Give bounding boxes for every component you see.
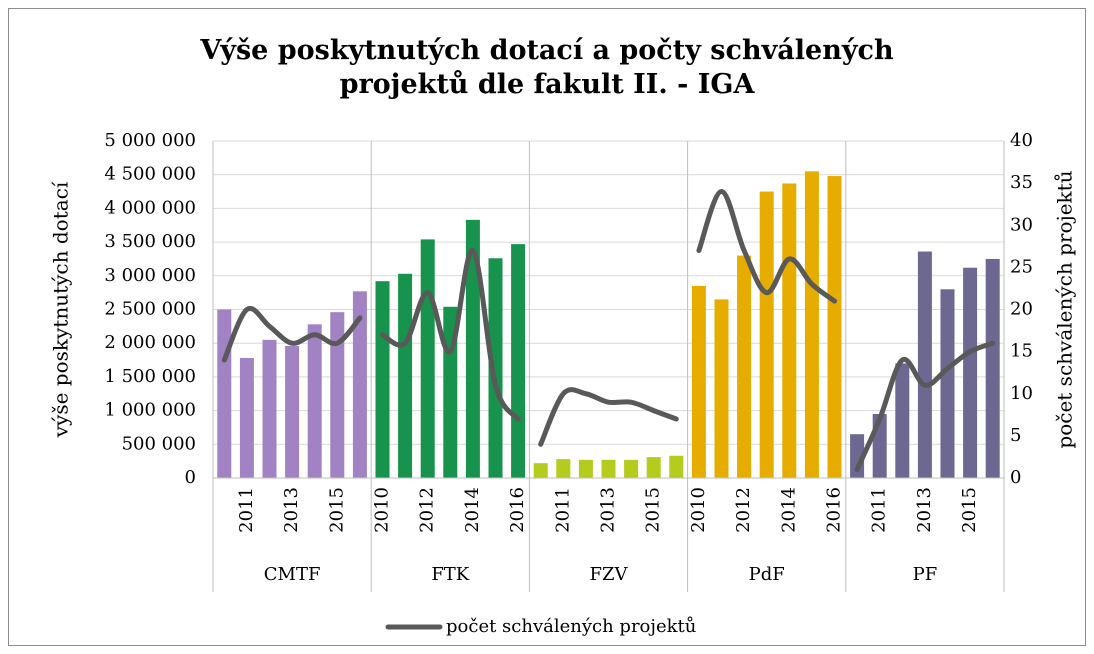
bar (782, 183, 797, 478)
y-tick-label: 4 500 000 (104, 164, 196, 185)
line (538, 387, 679, 447)
line (221, 305, 363, 363)
x-tick-label: 2016 (507, 487, 528, 533)
line (696, 189, 837, 304)
y-tick-label: 3 000 000 (104, 265, 196, 286)
bar (714, 299, 729, 478)
x-tick-label: 2015 (959, 487, 980, 533)
bar (578, 459, 593, 478)
bar (646, 457, 661, 478)
bar (601, 459, 616, 478)
y-tick-label: 3 500 000 (104, 231, 196, 252)
bar (804, 171, 819, 478)
bar (827, 176, 842, 478)
bar (556, 459, 571, 478)
bar (375, 281, 390, 478)
y2-tick-label: 25 (1010, 256, 1033, 277)
x-tick-label: 2014 (462, 487, 483, 533)
bar (217, 309, 232, 478)
bar (330, 312, 345, 478)
line (380, 248, 521, 422)
y2-tick-label: 40 (1010, 130, 1033, 151)
x-tick-label: 2011 (869, 487, 890, 533)
bar (737, 255, 752, 478)
y2-tick-label: 10 (1010, 383, 1033, 404)
bar (533, 463, 548, 478)
y-tick-label: 0 (185, 467, 196, 488)
bar (895, 363, 910, 478)
chart-title: Výše poskytnutých dotací a počty schvále… (200, 35, 894, 100)
x-tick-label: 2012 (417, 487, 438, 533)
y2-tick-label: 15 (1010, 341, 1033, 362)
x-tick-label: 2013 (281, 487, 302, 533)
y-tick-label: 2 000 000 (104, 332, 196, 353)
bar (691, 285, 706, 478)
legend-label: počet schválených projektů (446, 615, 696, 637)
x-tick-label: 2015 (643, 487, 664, 533)
bar (759, 191, 774, 479)
y2-tick-label: 35 (1010, 172, 1033, 193)
y2-tick-label: 0 (1010, 467, 1021, 488)
bar (307, 324, 322, 478)
y-tick-label: 500 000 (122, 433, 196, 454)
bar (285, 345, 300, 478)
bar (917, 251, 932, 478)
x-tick-label: 2014 (778, 487, 799, 533)
y2-tick-label: 5 (1010, 425, 1021, 446)
y2-axis-title: počet schválených projektů (1053, 170, 1077, 448)
bar (398, 273, 413, 478)
bar (624, 459, 639, 478)
group-label: FZV (590, 564, 629, 585)
x-tick-label: 2013 (914, 487, 935, 533)
bar (352, 291, 367, 478)
group-label: PF (913, 564, 938, 585)
x-tick-label: 2015 (326, 487, 347, 533)
group-label: FTK (431, 564, 469, 585)
bar (239, 358, 254, 478)
bar (262, 339, 277, 478)
bar (940, 289, 955, 478)
x-tick-label: 2016 (824, 487, 845, 533)
y2-tick-label: 20 (1010, 299, 1033, 320)
group-label: CMTF (264, 564, 321, 585)
bar (465, 219, 480, 478)
bar (985, 258, 1000, 478)
y-tick-label: 2 500 000 (104, 299, 196, 320)
y-axis-title: výše poskytnutých dotací (49, 181, 73, 438)
bar (488, 258, 503, 478)
bar (669, 455, 684, 478)
y2-tick-label: 30 (1010, 214, 1033, 235)
group-label: PdF (749, 564, 785, 585)
x-tick-label: 2011 (236, 487, 257, 533)
bar (511, 244, 526, 478)
x-tick-label: 2010 (688, 487, 709, 533)
bar (963, 267, 978, 478)
y-tick-label: 4 000 000 (104, 197, 196, 218)
line (854, 340, 996, 473)
x-tick-label: 2012 (733, 487, 754, 533)
chart-border (8, 8, 1086, 646)
x-tick-label: 2013 (598, 487, 619, 533)
x-tick-label: 2011 (552, 487, 573, 533)
bar (420, 239, 435, 478)
y-tick-label: 1 500 000 (104, 366, 196, 387)
x-tick-label: 2010 (372, 487, 393, 533)
y-tick-label: 1 000 000 (104, 400, 196, 421)
y-tick-label: 5 000 000 (104, 130, 196, 151)
